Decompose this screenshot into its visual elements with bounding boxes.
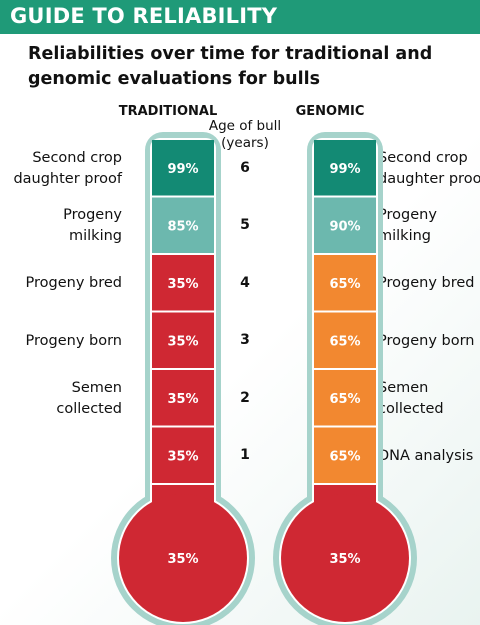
header-bar (0, 0, 480, 34)
genomic-stage-label-6: Second crop daughter proof (378, 149, 480, 187)
age-value-2: 2 (240, 389, 250, 406)
segment-traditional-2 (152, 370, 214, 426)
traditional-stage-label-4: Progeny bred (25, 275, 122, 292)
genomic-stage-label-5: Progeny milking (378, 207, 437, 245)
segment-value-traditional-5: 85% (167, 219, 198, 234)
age-column-header: Age of bull (years) (208, 118, 282, 151)
age-value-1: 1 (240, 447, 250, 464)
genomic-stage-label-3: Progeny born (378, 332, 475, 349)
segment-value-genomic-4: 65% (329, 277, 360, 292)
thermometer-genomic: 99% 90% 65% 65% 65% 65% 35% (273, 132, 417, 625)
segment-value-traditional-4: 35% (167, 277, 198, 292)
segment-value-genomic-5: 90% (329, 219, 360, 234)
segment-traditional-1 (152, 427, 214, 483)
genomic-stage-label-2: Semen collected (378, 379, 444, 417)
segment-genomic-1 (314, 427, 376, 483)
segment-traditional-6 (152, 140, 214, 196)
segment-traditional-4 (152, 255, 214, 311)
segment-value-traditional-6: 99% (167, 162, 198, 177)
traditional-stage-label-2: Semen collected (56, 379, 122, 417)
traditional-stage-label-3: Progeny born (25, 332, 122, 349)
segment-genomic-2 (314, 370, 376, 426)
thermometer-traditional: 99% 85% 35% 35% 35% 35% 35% (111, 132, 255, 625)
segment-genomic-6 (314, 140, 376, 196)
segment-value-genomic-1: 65% (329, 449, 360, 464)
age-value-5: 5 (240, 217, 250, 234)
traditional-stage-label-6: Second crop daughter proof (13, 149, 122, 187)
bulb-genomic (281, 494, 409, 622)
segment-value-traditional-3: 35% (167, 334, 198, 349)
segment-value-traditional-2: 35% (167, 392, 198, 407)
genomic-stage-label-4: Progeny bred (378, 275, 475, 292)
chart-subtitle: Reliabilities over time for traditional … (28, 44, 433, 89)
header-title: GUIDE TO RELIABILITY (10, 4, 278, 28)
segment-value-genomic-3: 65% (329, 334, 360, 349)
segment-genomic-5 (314, 197, 376, 253)
segment-genomic-4 (314, 255, 376, 311)
bulb-value-genomic: 35% (329, 552, 360, 567)
genomic-stage-label-1: DNA analysis (378, 447, 474, 464)
bulb-traditional (119, 494, 247, 622)
segment-traditional-3 (152, 312, 214, 368)
segment-value-genomic-6: 99% (329, 162, 360, 177)
age-value-6: 6 (240, 159, 250, 176)
segment-value-genomic-2: 65% (329, 392, 360, 407)
traditional-stage-label-5: Progeny milking (63, 207, 122, 245)
age-value-4: 4 (240, 274, 250, 291)
segment-traditional-5 (152, 197, 214, 253)
segment-value-traditional-1: 35% (167, 449, 198, 464)
bulb-value-traditional: 35% (167, 552, 198, 567)
age-value-3: 3 (240, 332, 250, 349)
segment-genomic-3 (314, 312, 376, 368)
genomic-column-header: GENOMIC (295, 104, 365, 119)
traditional-column-header: TRADITIONAL (118, 104, 218, 119)
